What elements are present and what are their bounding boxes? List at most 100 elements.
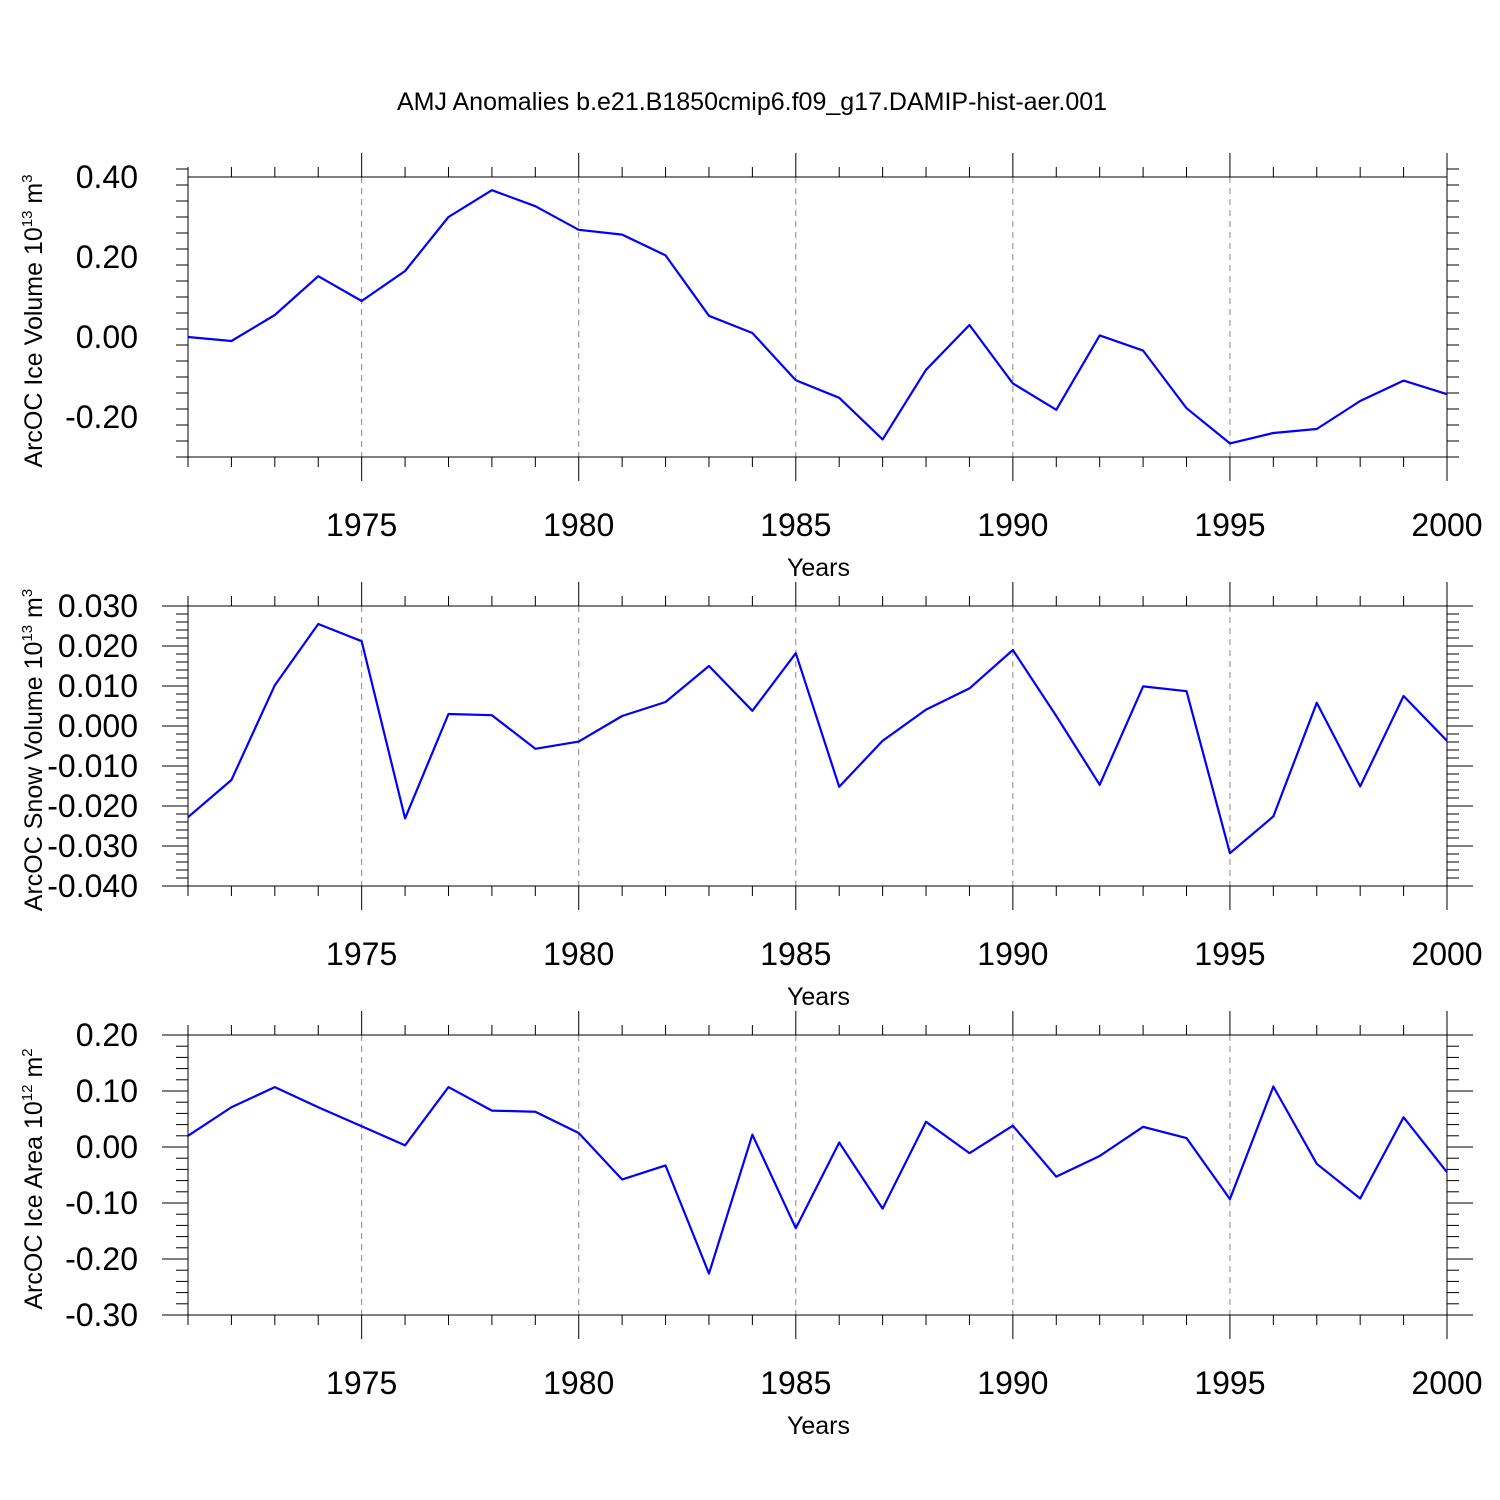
- panel3-data-point: [360, 1125, 362, 1127]
- axis-title-text: m: [20, 597, 48, 625]
- panel3-data-point: [317, 1106, 319, 1108]
- panel2-data-point: [1229, 852, 1231, 854]
- panel3-data-point: [1055, 1175, 1057, 1177]
- panel3-data-point: [187, 1135, 189, 1137]
- panel3-data-point: [1402, 1116, 1404, 1118]
- panel3-data-point: [1272, 1085, 1274, 1087]
- panel1-data-point: [1142, 349, 1144, 351]
- panel3-xtick-label: 1995: [1194, 1365, 1265, 1401]
- panel1-data-point: [274, 314, 276, 316]
- panel3-data-point: [1229, 1198, 1231, 1200]
- panel2-data-point: [708, 665, 710, 667]
- panel2-xtick-label: 1985: [760, 936, 831, 972]
- panel2-xtick-label: 1975: [326, 936, 397, 972]
- panel1-data-point: [664, 254, 666, 256]
- panel3-data-point: [1316, 1163, 1318, 1165]
- panel3-data-point: [838, 1141, 840, 1143]
- panel3-data-point: [968, 1152, 970, 1154]
- panel3-data-point: [1098, 1155, 1100, 1157]
- figure-title: AMJ Anomalies b.e21.B1850cmip6.f09_g17.D…: [397, 88, 1107, 116]
- panel1-data-point: [404, 270, 406, 272]
- panel1-data-point: [1402, 379, 1404, 381]
- panel2-data-point: [1272, 815, 1274, 817]
- panel3-data-point: [230, 1106, 232, 1108]
- panel2-data-point: [1012, 649, 1014, 651]
- panel1-ytick-label: -0.20: [65, 399, 138, 435]
- panel3-data-point: [708, 1272, 710, 1274]
- panel2-xtick-label: 2000: [1411, 936, 1482, 972]
- panel1-data-point: [491, 189, 493, 191]
- panel3-data-point: [447, 1086, 449, 1088]
- panel2-y-axis-title: ArcOC Snow Volume 1013 m3: [19, 589, 48, 911]
- panel3-data-point: [1012, 1125, 1014, 1127]
- panel2-data-point: [925, 708, 927, 710]
- panel2-data-point: [447, 713, 449, 715]
- panel3-data-point: [491, 1109, 493, 1111]
- panel3-chart: -0.30 -0.20 -0.10 0.00 0.10 0.20 1975 1980 1985 1…: [19, 1011, 1483, 1440]
- panel1-data-point: [534, 205, 536, 207]
- panel2-xtick-label: 1995: [1194, 936, 1265, 972]
- panel1-data-point: [1229, 442, 1231, 444]
- panel2-ytick-label: -0.040: [47, 868, 138, 904]
- axis-title-text: ArcOC Ice Volume 10: [20, 227, 48, 467]
- panel3-data-point: [1446, 1171, 1448, 1173]
- panel1-data-point: [1098, 334, 1100, 336]
- panel3-ytick-label: 0.00: [76, 1129, 138, 1165]
- panel2-data-point: [230, 779, 232, 781]
- panel2-data-point: [1055, 715, 1057, 717]
- panel2-ytick-label: 0.020: [58, 628, 138, 664]
- axis-title-text: ArcOC Snow Volume 10: [20, 642, 48, 912]
- panel1-xtick-label: 1990: [977, 507, 1048, 543]
- panel1-data-point: [708, 315, 710, 317]
- panel2-data-point: [534, 748, 536, 750]
- panel3-data-point: [881, 1207, 883, 1209]
- panel3-xtick-label: 1980: [543, 1365, 614, 1401]
- panel2-chart: -0.040 -0.030 -0.020 -0.010 0.000 0.010 0.020 0…: [19, 582, 1483, 1011]
- axis-title-superscript: 2: [19, 1048, 36, 1056]
- panel2-data-point: [1446, 740, 1448, 742]
- panel2-data-point: [664, 701, 666, 703]
- panel2-data-point: [360, 640, 362, 642]
- panel1-data-point: [187, 336, 189, 338]
- panel1-x-axis-title: Years: [787, 554, 850, 582]
- panel1-data-point: [968, 324, 970, 326]
- panel1-series-line: [187, 189, 1448, 445]
- panel3-xtick-label: 1985: [760, 1365, 831, 1401]
- panel3-data-point: [534, 1111, 536, 1113]
- panel3-data-point: [664, 1164, 666, 1166]
- panel2-data-point: [1402, 695, 1404, 697]
- panel3-frame: [187, 1034, 1448, 1316]
- panel1-data-point: [1012, 382, 1014, 384]
- panel1-frame: [187, 176, 1448, 458]
- axis-title-text: m: [20, 183, 48, 211]
- panel1-data-point: [230, 340, 232, 342]
- panel2-data-point: [274, 684, 276, 686]
- panel2-ytick-label: 0.000: [58, 708, 138, 744]
- panel1-xtick-label: 1995: [1194, 507, 1265, 543]
- panel1-data-point: [1185, 407, 1187, 409]
- panel1-ytick-label: 0.20: [76, 239, 138, 275]
- panel2-data-point: [1185, 690, 1187, 692]
- panel3-xtick-label: 1990: [977, 1365, 1048, 1401]
- panel1-data-point: [925, 369, 927, 371]
- panel1-data-point: [621, 233, 623, 235]
- panel2-ytick-label: 0.030: [58, 588, 138, 624]
- panel1-data-point: [881, 438, 883, 440]
- panel1-xtick-label: 1985: [760, 507, 831, 543]
- panel1-data-point: [317, 275, 319, 277]
- panel3-xtick-label: 1975: [326, 1365, 397, 1401]
- panel3-ytick-label: -0.30: [65, 1297, 138, 1333]
- panel1-xtick-label: 2000: [1411, 507, 1482, 543]
- panel2-ytick-label: -0.030: [47, 828, 138, 864]
- panel2-data-point: [881, 740, 883, 742]
- panel1-ytick-label: 0.00: [76, 319, 138, 355]
- panel2-data-point: [578, 740, 580, 742]
- panel2-data-point: [187, 816, 189, 818]
- panel2-data-point: [968, 687, 970, 689]
- panel2-data-point: [491, 714, 493, 716]
- panel1-ytick-label: 0.40: [76, 159, 138, 195]
- panel3-data-point: [404, 1144, 406, 1146]
- panel2-x-axis-title: Years: [787, 983, 850, 1011]
